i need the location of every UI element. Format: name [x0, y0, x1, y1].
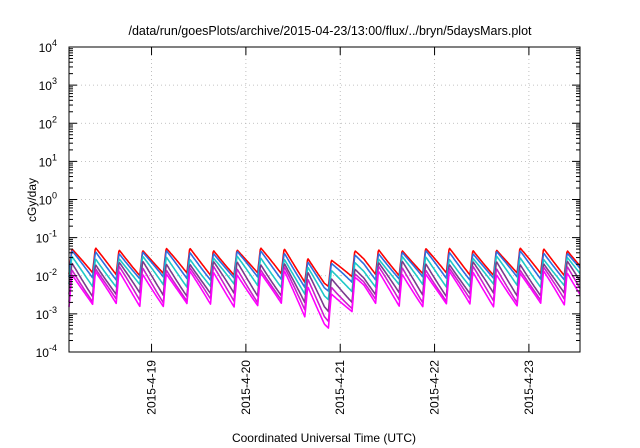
y-axis-label: cGy/day: [25, 178, 39, 222]
grid: [69, 47, 580, 352]
x-tick-label: 2015-4-21: [333, 360, 347, 415]
y-tick-label: 103: [39, 76, 57, 93]
series-layer: [68, 247, 581, 329]
chart-title: /data/run/goesPlots/archive/2015-04-23/1…: [128, 24, 532, 38]
y-tick-label: 10-3: [36, 305, 57, 322]
series-line: [68, 270, 581, 329]
y-axis: 10-4 10-3 10-2 10-1 100 101 102 103 104: [36, 38, 580, 360]
x-tick-label: 2015-4-20: [239, 360, 253, 415]
y-tick-label: 10-4: [36, 343, 57, 360]
y-tick-label: 100: [39, 191, 57, 208]
y-tick-label: 104: [39, 38, 57, 55]
x-tick-label: 2015-4-22: [428, 360, 442, 415]
x-tick-label: 2015-4-19: [145, 360, 159, 415]
y-tick-label: 102: [39, 114, 57, 131]
x-axis-label: Coordinated Universal Time (UTC): [232, 431, 416, 445]
x-tick-label: 2015-4-23: [522, 360, 536, 415]
y-tick-label: 10-2: [36, 267, 57, 284]
y-tick-label: 101: [39, 152, 57, 169]
series-line: [68, 265, 581, 323]
x-axis: 2015-4-19 2015-4-20 2015-4-21 2015-4-22 2015…: [145, 47, 536, 415]
y-tick-label: 10-1: [36, 229, 57, 246]
